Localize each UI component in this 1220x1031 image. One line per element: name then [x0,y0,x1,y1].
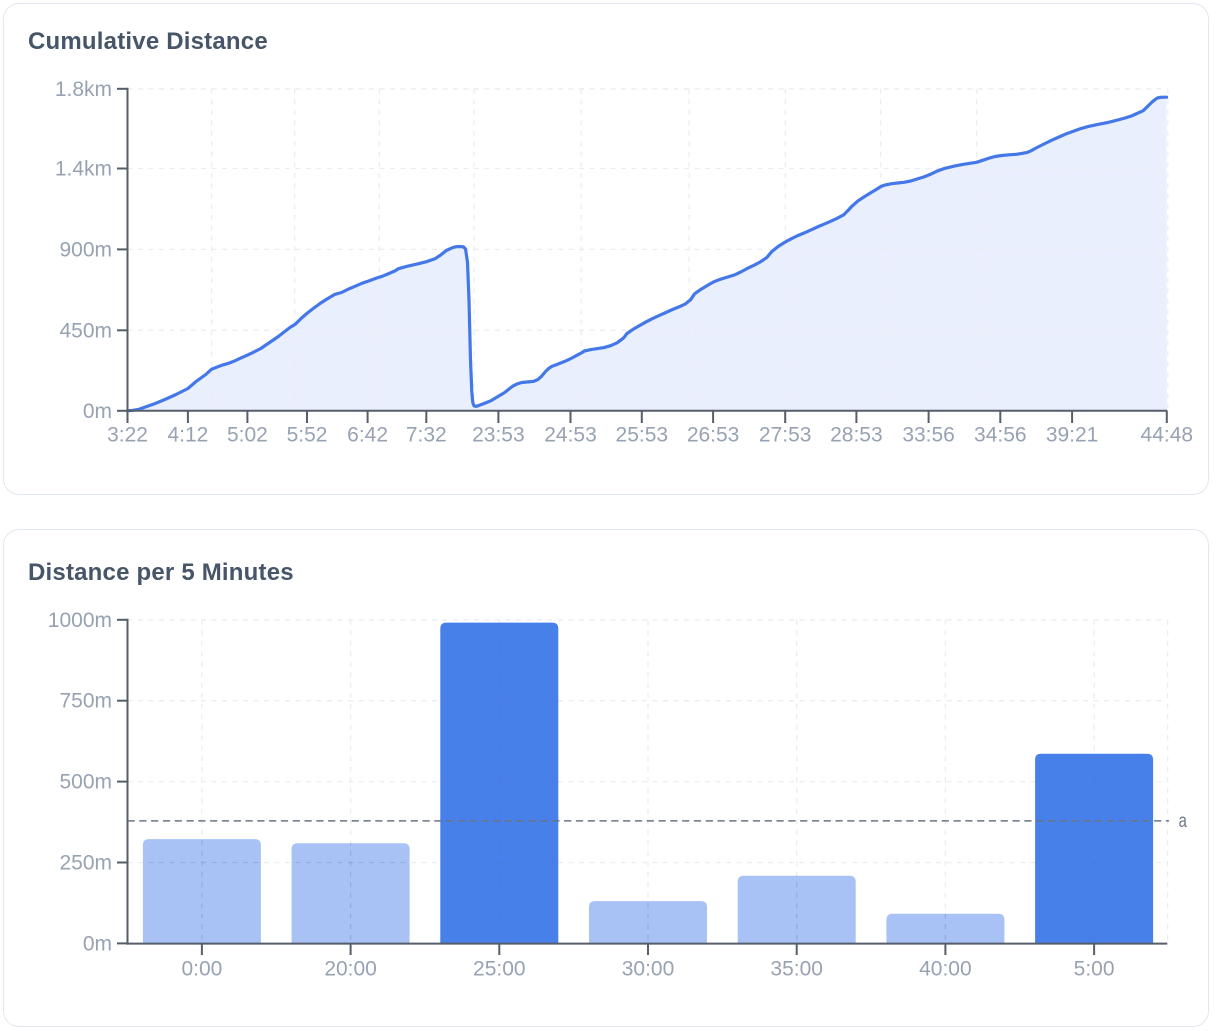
svg-text:39:21: 39:21 [1046,424,1099,447]
svg-text:40:00: 40:00 [919,958,972,981]
svg-text:30:00: 30:00 [622,958,675,981]
svg-text:20:00: 20:00 [324,958,377,981]
svg-text:26:53: 26:53 [687,424,740,447]
svg-text:450m: 450m [59,319,112,342]
svg-text:750m: 750m [59,690,112,713]
svg-text:5:00: 5:00 [1074,958,1115,981]
svg-text:27:53: 27:53 [759,424,812,447]
svg-text:4:12: 4:12 [167,424,208,447]
svg-text:5:52: 5:52 [287,424,328,447]
svg-text:1.8km: 1.8km [55,78,112,101]
svg-text:23:53: 23:53 [472,424,525,447]
svg-text:0:00: 0:00 [181,958,222,981]
svg-text:3:22: 3:22 [107,424,148,447]
svg-text:0m: 0m [83,932,112,955]
svg-text:28:53: 28:53 [830,424,883,447]
svg-text:1000m: 1000m [48,609,112,632]
svg-text:5:02: 5:02 [227,424,268,447]
svg-text:33:56: 33:56 [902,424,955,447]
svg-text:250m: 250m [59,852,112,875]
svg-text:44:48: 44:48 [1141,424,1194,447]
svg-text:0m: 0m [83,400,112,423]
svg-text:7:32: 7:32 [406,424,447,447]
svg-text:900m: 900m [59,238,112,261]
svg-text:34:56: 34:56 [974,424,1027,447]
svg-text:35:00: 35:00 [770,958,823,981]
svg-text:6:42: 6:42 [347,424,388,447]
svg-text:a: a [1179,810,1188,831]
svg-text:24:53: 24:53 [544,424,597,447]
svg-text:25:53: 25:53 [616,424,669,447]
svg-text:1.4km: 1.4km [55,158,112,181]
svg-text:500m: 500m [59,771,112,794]
svg-text:25:00: 25:00 [473,958,526,981]
